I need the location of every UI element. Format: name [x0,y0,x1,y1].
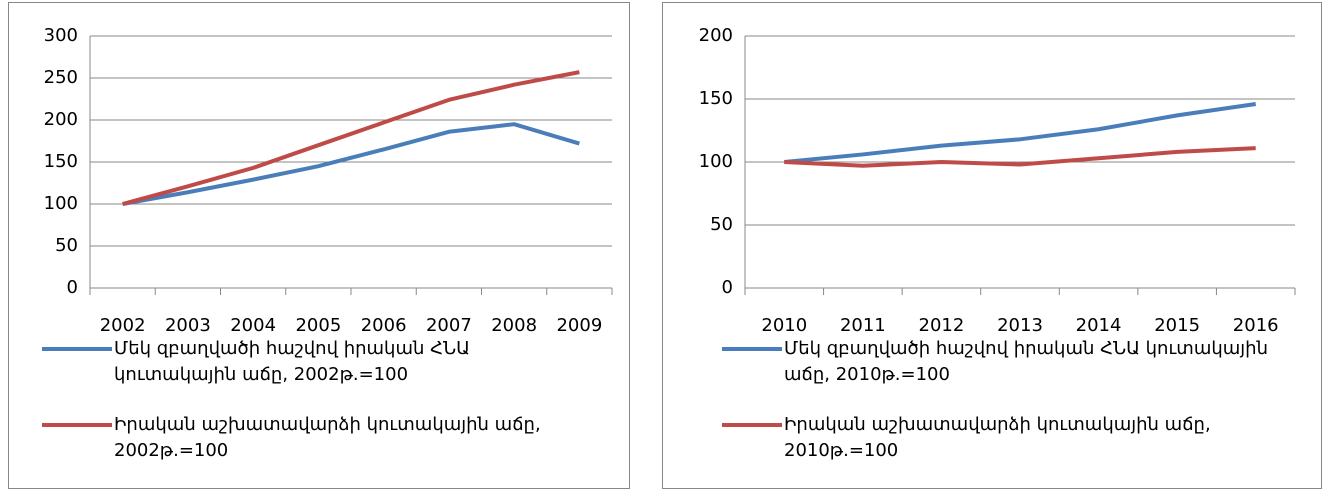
x-tick-label: 2014 [1076,315,1122,336]
line-series [122,70,580,206]
chart-frame [662,2,1322,489]
x-tick-label: 2003 [165,315,211,336]
x-tick-label: 2004 [230,315,276,336]
y-tick-label: 200 [699,25,733,46]
y-tick-label: 100 [699,151,733,172]
y-tick-label: 0 [67,277,78,298]
y-tick-label: 300 [44,25,78,46]
x-tick-label: 2009 [556,315,602,336]
x-tick-label: 2010 [761,315,807,336]
y-tick-label: 0 [722,277,733,298]
y-tick-label: 150 [44,151,78,172]
x-tick-label: 2002 [100,315,146,336]
x-tick-label: 2016 [1233,315,1279,336]
line-series [122,122,580,206]
y-tick-label: 200 [44,109,78,130]
chart-frame [8,2,630,489]
x-tick-label: 2005 [295,315,341,336]
x-tick-label: 2011 [840,315,886,336]
x-tick-label: 2013 [997,315,1043,336]
x-tick-label: 2015 [1154,315,1200,336]
x-tick-label: 2006 [361,315,407,336]
legend-label: Իրական աշխատավարձի կուտակային աճը, 2002թ… [114,414,541,461]
x-tick-label: 2008 [491,315,537,336]
y-tick-label: 100 [44,193,78,214]
y-tick-label: 150 [699,88,733,109]
legend-label: Իրական աշխատավարձի կուտակային աճը, 2010թ… [784,414,1211,461]
line-series [784,146,1256,168]
line-series [784,102,1256,164]
y-tick-label: 250 [44,67,78,88]
x-tick-label: 2012 [919,315,965,336]
legend-label: Մեկ զբաղվածի հաշվով իրական ՀՆԱ կուտակայի… [784,338,1268,385]
x-tick-label: 2007 [426,315,472,336]
y-tick-label: 50 [55,235,78,256]
y-tick-label: 50 [710,214,733,235]
legend-label: Մեկ զբաղվածի հաշվով իրական ՀՆԱ կուտակայի… [114,338,470,385]
